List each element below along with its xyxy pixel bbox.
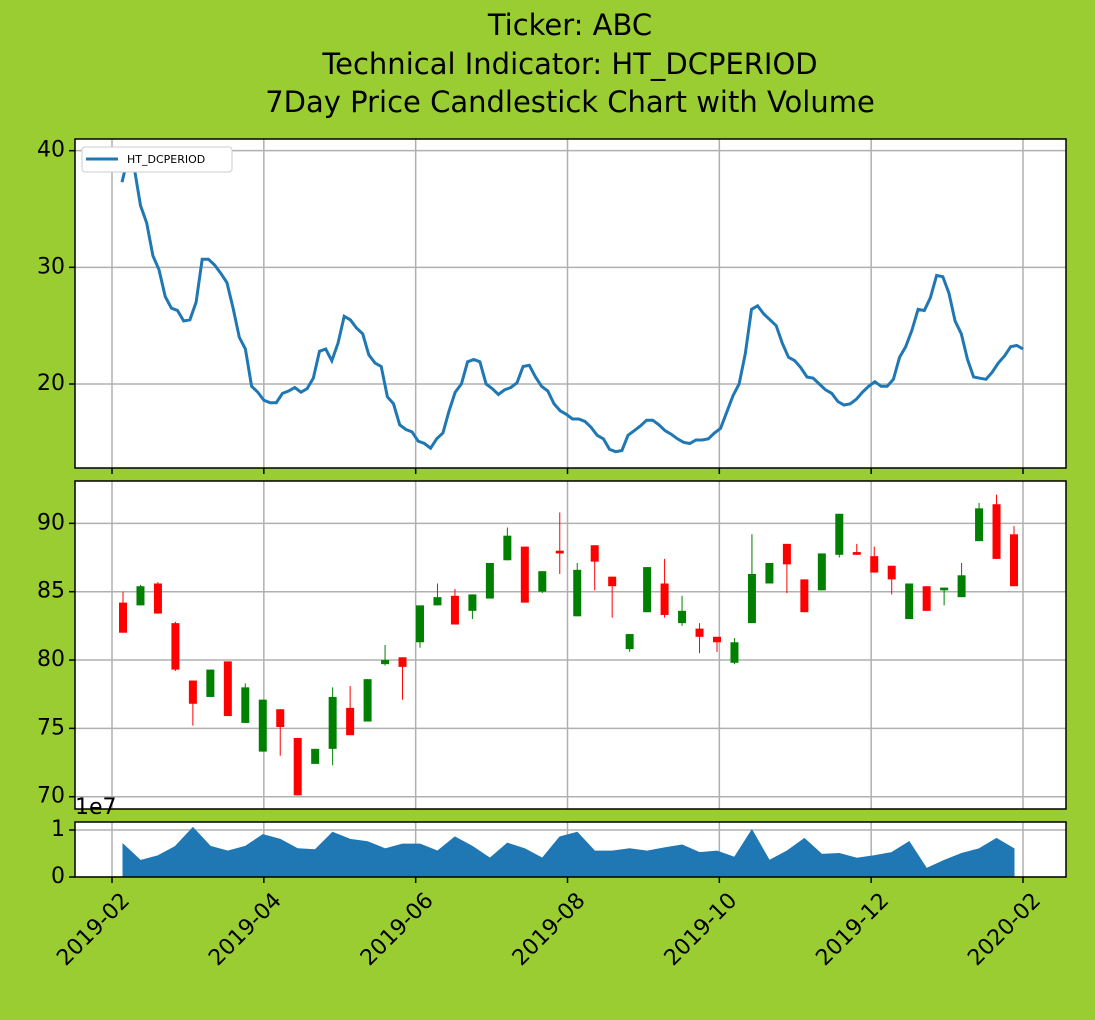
- legend-label: HT_DCPERIOD: [127, 153, 205, 166]
- candle-body: [153, 583, 162, 614]
- plot-area: [75, 481, 1066, 809]
- candle-body: [590, 545, 599, 562]
- candle-body: [975, 508, 984, 542]
- plot-frame: [74, 480, 1067, 810]
- candle-body: [765, 563, 774, 584]
- volume-area: [122, 826, 1015, 878]
- candle-body: [346, 707, 355, 736]
- candle-body: [293, 737, 302, 796]
- axis-offset-label: 1e7: [75, 795, 117, 820]
- candle-body: [870, 556, 879, 573]
- candle-body: [381, 660, 390, 665]
- candle-body: [887, 565, 896, 580]
- candle-body: [957, 575, 966, 598]
- indicator-line: [120, 152, 1024, 454]
- candle-body: [922, 586, 931, 611]
- chart-title: Ticker: ABC: [487, 8, 652, 42]
- candle-body: [835, 513, 844, 555]
- candle-body: [940, 587, 949, 591]
- x-tick-label: 2019-02: [52, 888, 135, 971]
- y-tick-label: 20: [37, 371, 65, 396]
- candle-body: [136, 586, 145, 606]
- y-tick-label: 30: [37, 254, 65, 279]
- y-tick-label: 40: [37, 138, 65, 163]
- candle-body: [223, 661, 232, 717]
- x-tick-label: 2019-08: [508, 888, 591, 971]
- candle-body: [468, 594, 477, 611]
- x-tick-label: 2019-06: [356, 888, 439, 971]
- chart-title: 7Day Price Candlestick Chart with Volume: [265, 85, 875, 119]
- y-tick-label: 0: [51, 864, 65, 889]
- candle-body: [311, 748, 320, 764]
- x-tick-label: 2020-02: [963, 888, 1046, 971]
- candle-body: [503, 535, 512, 561]
- candle-body: [800, 579, 809, 613]
- candle-body: [555, 550, 564, 554]
- candle-body: [433, 597, 442, 606]
- candle-body: [450, 595, 459, 625]
- candle-body: [573, 569, 582, 617]
- candle-body: [171, 623, 180, 670]
- candle-body: [608, 576, 617, 587]
- candle-body: [241, 687, 250, 723]
- candle-body: [713, 636, 721, 643]
- plot-frame: [74, 138, 1067, 469]
- candle-body: [852, 552, 861, 555]
- plot-area: [75, 139, 1066, 468]
- candle-body: [817, 553, 826, 591]
- candle-body: [695, 628, 704, 637]
- candle-body: [643, 567, 652, 613]
- x-tick-label: 2019-04: [204, 888, 287, 971]
- candle-body: [747, 573, 756, 624]
- candle-body: [1010, 534, 1018, 587]
- candle-body: [660, 583, 669, 615]
- candle-body: [678, 610, 687, 624]
- candle-body: [992, 504, 1001, 559]
- y-tick-label: 70: [37, 784, 65, 809]
- legend-box: [81, 146, 233, 173]
- x-tick-label: 2019-12: [811, 888, 894, 971]
- candle-body: [782, 543, 791, 565]
- y-tick-label: 85: [37, 579, 65, 604]
- candle-body: [363, 679, 372, 722]
- candle-body: [276, 709, 285, 727]
- candle-body: [730, 642, 739, 663]
- y-tick-label: 90: [37, 510, 65, 535]
- candle-body: [328, 696, 337, 749]
- y-tick-label: 75: [37, 715, 65, 740]
- candle-body: [625, 634, 634, 650]
- candle-body: [905, 583, 914, 620]
- plot-frame: [74, 821, 1067, 878]
- candle-body: [485, 563, 494, 599]
- x-tick-label: 2019-10: [660, 888, 743, 971]
- candle-body: [258, 699, 267, 752]
- candle-body: [538, 571, 547, 592]
- y-tick-label: 1: [51, 817, 65, 842]
- chart-title: Technical Indicator: HT_DCPERIOD: [321, 47, 817, 81]
- candle-body: [520, 546, 529, 603]
- candle-body: [398, 657, 407, 667]
- candle-body: [188, 680, 197, 704]
- candle-body: [206, 669, 215, 697]
- y-tick-label: 80: [37, 647, 65, 672]
- candle-body: [119, 602, 127, 633]
- candle-body: [416, 605, 424, 643]
